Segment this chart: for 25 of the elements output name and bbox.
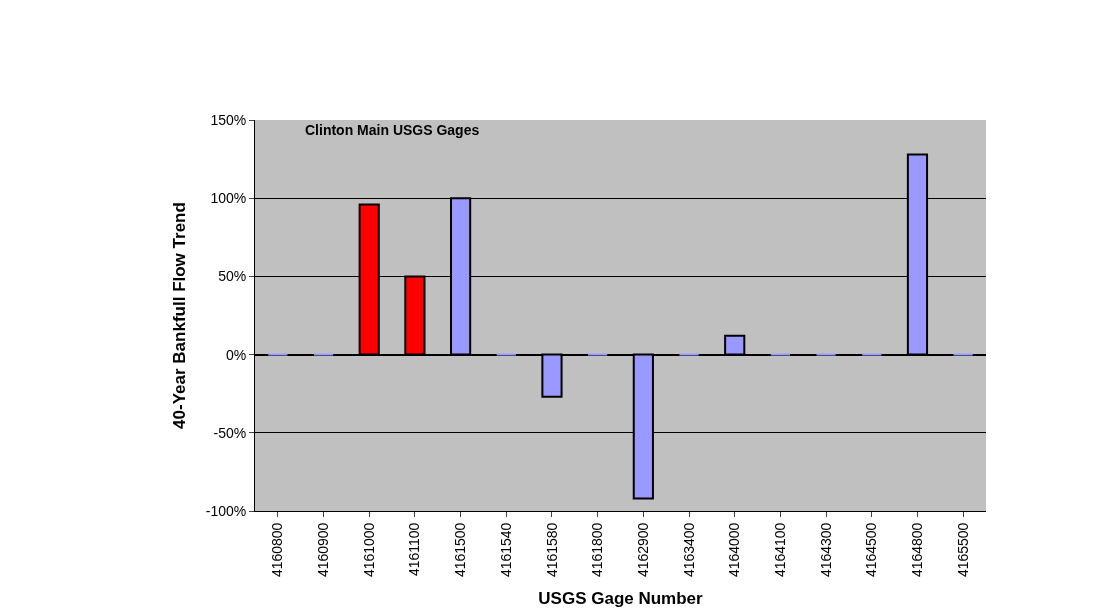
x-tick-label: 4161100 — [406, 522, 423, 577]
x-tick-label: 4164000 — [726, 522, 743, 578]
y-tick-label: -50% — [213, 424, 247, 441]
x-tick-label: 4165500 — [954, 522, 971, 578]
x-tick-label: 4160800 — [269, 522, 286, 578]
y-tick-label: 100% — [210, 190, 247, 207]
x-tick-label: 4161540 — [497, 522, 514, 578]
x-tick-label: 4160900 — [315, 522, 332, 578]
annotation: Clinton Main USGS Gages — [305, 122, 480, 138]
y-tick-label: -100% — [205, 502, 247, 519]
x-tick-label: 4161500 — [452, 522, 469, 578]
y-tick-label: 50% — [218, 268, 247, 285]
y-tick-label: 150% — [210, 111, 247, 128]
x-tick-label: 4162900 — [634, 522, 651, 578]
x-tick-label: 4161580 — [543, 522, 560, 578]
x-tick-label: 4164800 — [909, 522, 926, 578]
x-tick-label: 4161800 — [589, 522, 606, 578]
x-axis-title: USGS Gage Number — [538, 588, 704, 608]
y-axis-title: 40-Year Bankfull Flow Trend — [170, 202, 190, 429]
x-tick-label: 4163400 — [680, 522, 697, 578]
x-tick-label: 4164300 — [817, 522, 834, 578]
x-tick-label: 4161000 — [360, 522, 377, 578]
y-tick-label: 0% — [225, 346, 247, 363]
x-tick-label: 4164500 — [863, 522, 880, 578]
x-tick-label: 4164100 — [771, 522, 788, 578]
